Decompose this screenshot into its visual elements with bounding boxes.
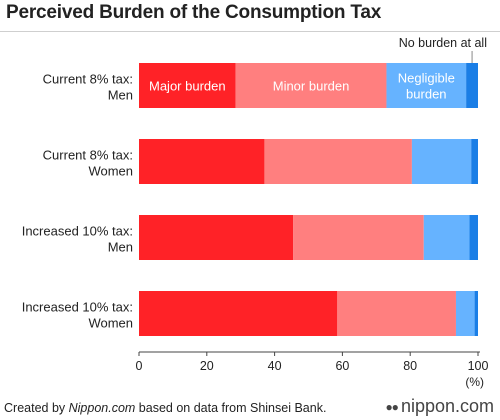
bar-segment [139, 291, 338, 336]
bar-segment [235, 63, 387, 108]
series-label: No burden at all [399, 36, 487, 50]
x-tick-label: 40 [268, 359, 282, 373]
bar-segment [411, 139, 472, 184]
bar-segment [469, 215, 478, 260]
bar-segment [293, 215, 424, 260]
nippon-logo-icon: ●● [385, 399, 398, 414]
category-label: Current 8% tax: [43, 72, 133, 87]
x-axis-label: (%) [465, 375, 484, 389]
bar-segment [455, 291, 475, 336]
bar-segment [139, 63, 236, 108]
chart-title: Perceived Burden of the Consumption Tax [6, 2, 382, 23]
title-divider [0, 31, 500, 32]
series-label: Minor burden [273, 79, 350, 94]
category-label: Increased 10% tax: [22, 300, 133, 315]
x-tick-label: 20 [200, 359, 214, 373]
series-label: burden [406, 87, 446, 102]
bar-segment [466, 63, 478, 108]
bar-segment [471, 139, 478, 184]
bar-segment [423, 215, 470, 260]
category-label: Men [108, 88, 133, 103]
category-label: Men [108, 240, 133, 255]
x-tick-label: 0 [136, 359, 143, 373]
source-credit: Created by Nippon.com based on data from… [4, 401, 326, 415]
x-tick-label: 60 [335, 359, 349, 373]
category-label: Women [88, 316, 133, 331]
source-credit-suffix: based on data from Shinsei Bank. [135, 401, 327, 415]
category-label: Increased 10% tax: [22, 224, 133, 239]
source-credit-prefix: Created by [4, 401, 69, 415]
source-credit-name: Nippon.com [68, 401, 136, 415]
bar-segment [139, 139, 265, 184]
x-tick-label: 100 [468, 359, 489, 373]
bar-segment [474, 291, 478, 336]
bar-segment [264, 139, 412, 184]
series-label: Major burden [149, 79, 226, 94]
bar-segment [139, 215, 294, 260]
brand-logo: ●● nippon.com [385, 396, 494, 417]
x-tick-label: 80 [403, 359, 417, 373]
category-label: Current 8% tax: [43, 148, 133, 163]
brand-text: nippon.com [400, 396, 494, 416]
bar-segment [337, 291, 456, 336]
bar-segment [386, 63, 467, 108]
series-label: Negligible [398, 71, 455, 86]
category-label: Women [88, 164, 133, 179]
